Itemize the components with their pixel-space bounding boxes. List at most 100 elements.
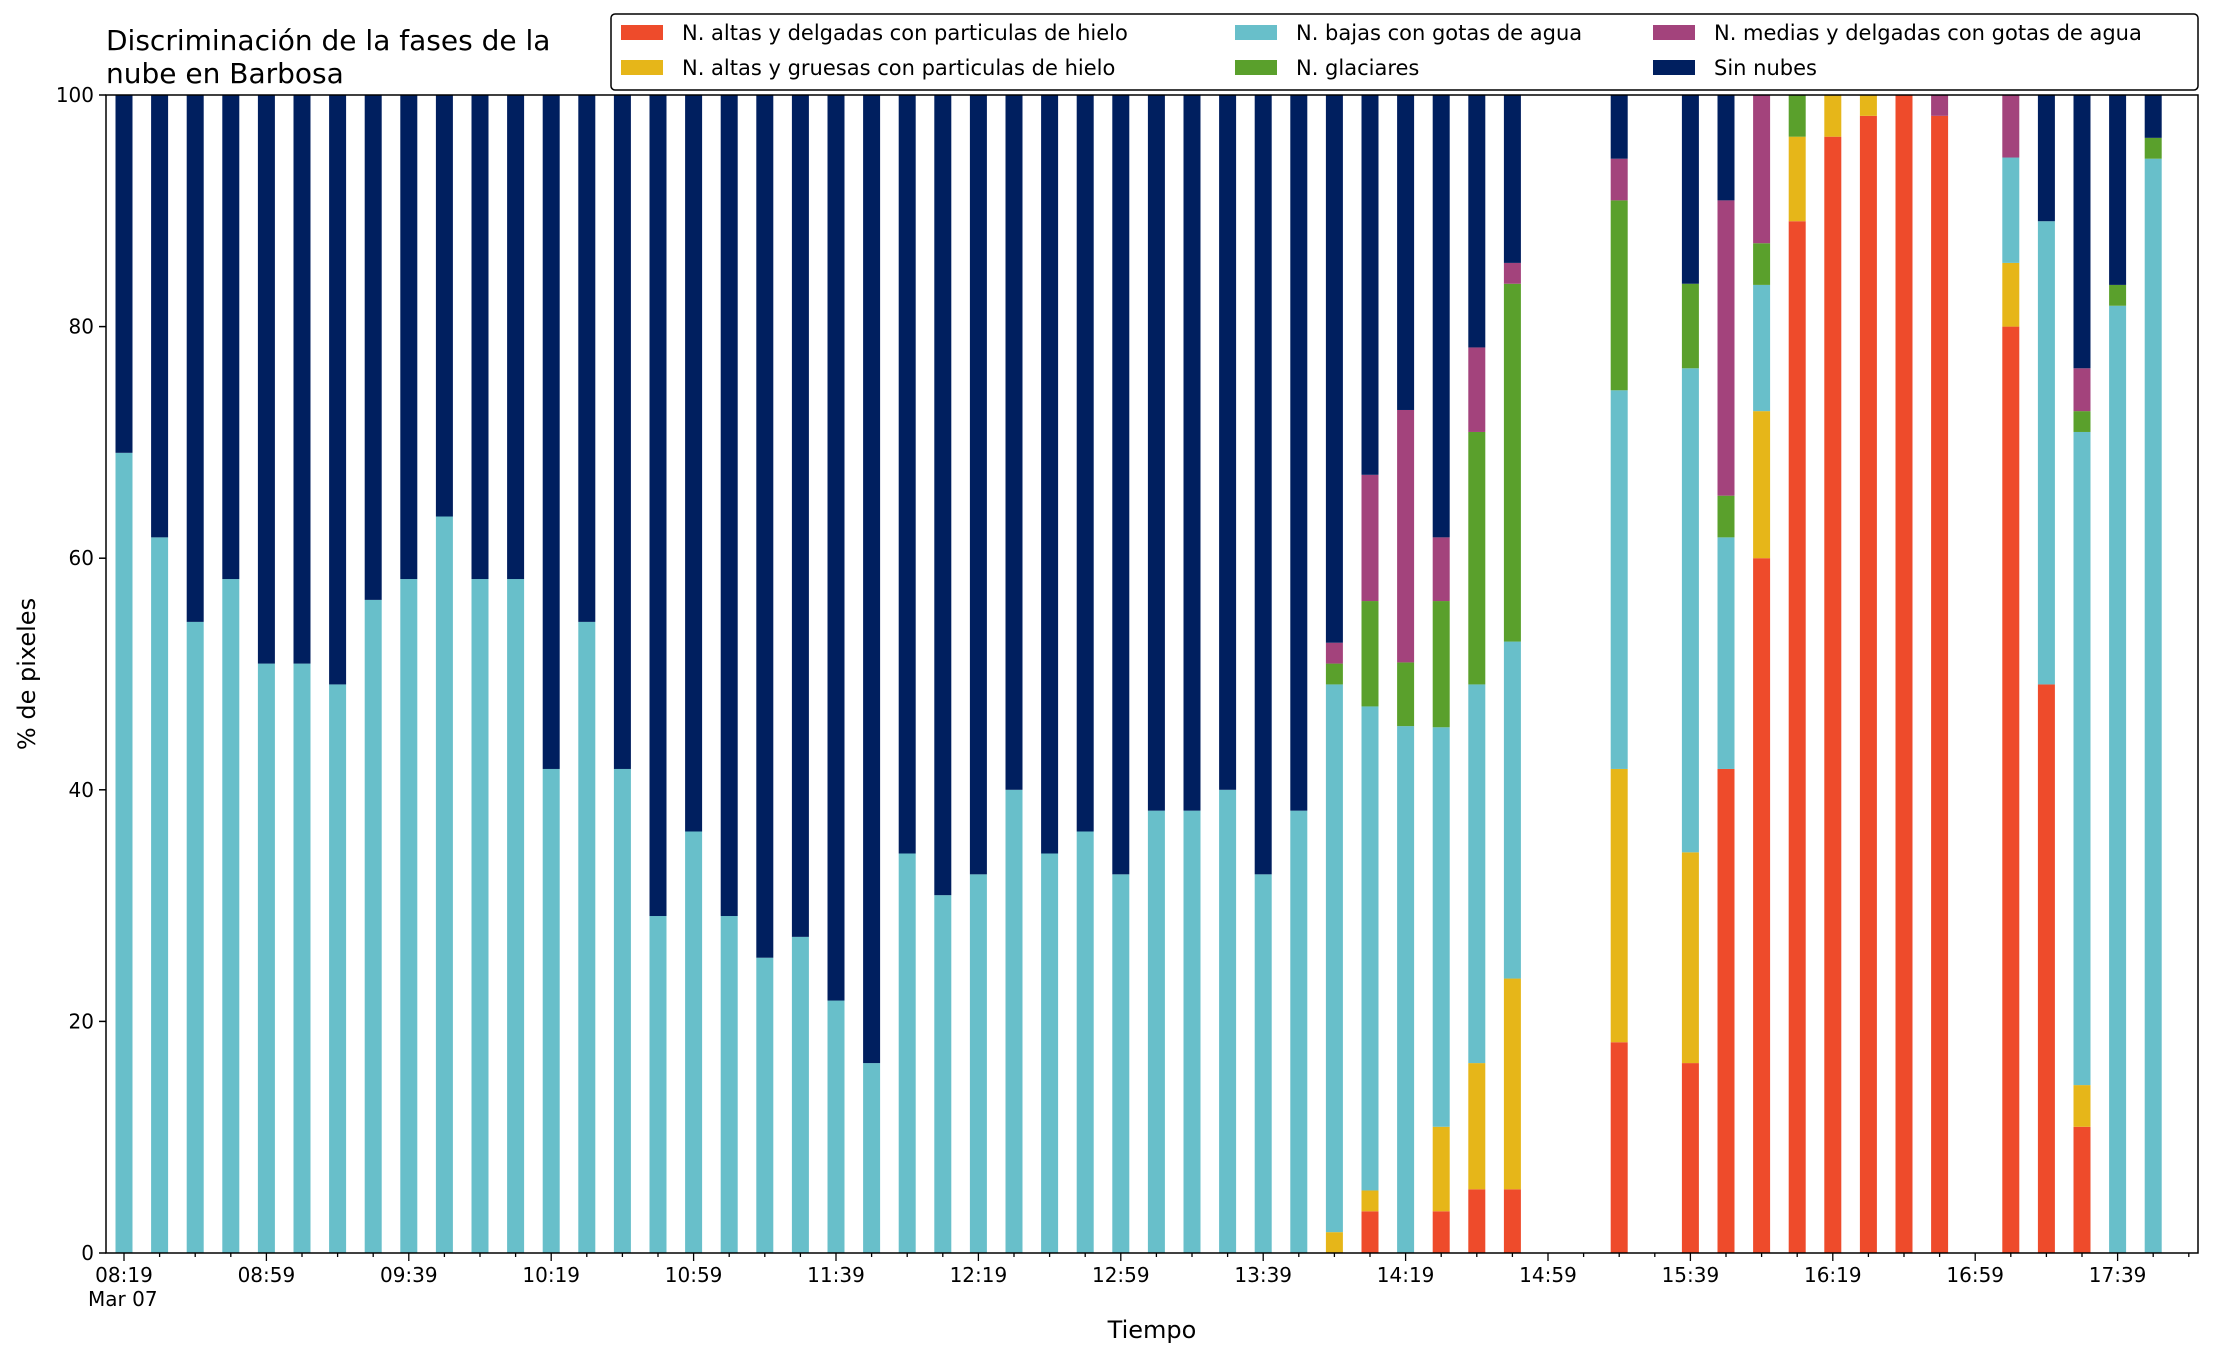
bar-segment-thin-ice	[1503, 1189, 1521, 1253]
bar-segment-low-water	[756, 957, 774, 1253]
bar-segment-clear	[1290, 95, 1308, 811]
bar-segment-low-water	[1290, 810, 1308, 1253]
chart-title-line-2: nube en Barbosa	[106, 57, 344, 90]
bar-segment-clear	[115, 95, 133, 453]
bar-segment-low-water	[435, 516, 453, 1253]
bar-segment-low-water	[1397, 726, 1415, 1253]
bar-segment-low-water	[827, 1000, 845, 1253]
legend-swatch-mid-water	[1653, 25, 1695, 40]
x-tick-label: 14:59	[1519, 1263, 1577, 1287]
y-tick-label: 0	[81, 1241, 94, 1265]
bar-segment-low-water	[507, 579, 525, 1253]
x-tick-label: 12:19	[950, 1263, 1008, 1287]
bar-segment-glacier	[2109, 284, 2127, 306]
bar-segment-thin-ice	[1788, 221, 1806, 1254]
bar-segment-clear	[2144, 95, 2162, 138]
bar-segment-clear	[934, 95, 952, 896]
legend-label-thick-ice: N. altas y gruesas con particulas de hie…	[682, 56, 1115, 80]
bar-segment-low-water	[364, 599, 382, 1253]
chart-title: Discriminación de la fases de la nube en…	[106, 24, 550, 90]
bar-segment-clear	[827, 95, 845, 1001]
bar-segment-clear	[898, 95, 916, 854]
bar-segment-clear	[400, 95, 418, 580]
bar-segment-thin-ice	[1361, 1211, 1379, 1253]
bar-segment-mid-water	[1397, 409, 1415, 663]
bar-segment-glacier	[1681, 283, 1699, 369]
bar-segment-low-water	[222, 579, 240, 1253]
x-tick-label: 15:39	[1662, 1263, 1720, 1287]
x-tick-label: 08:59	[238, 1263, 296, 1287]
bar-segment-low-water	[685, 831, 703, 1253]
bar-segment-low-water	[1503, 641, 1521, 979]
bar-segment-glacier	[1753, 243, 1771, 285]
x-tick-label: 09:39	[380, 1263, 438, 1287]
bar-segment-clear	[2109, 95, 2127, 285]
bar-segment-thick-ice	[2073, 1085, 2091, 1127]
y-tick-label: 80	[69, 315, 94, 339]
legend-swatch-thin-ice	[621, 25, 663, 40]
bar-segment-clear	[471, 95, 489, 580]
bar-segment-clear	[1361, 95, 1379, 475]
y-tick-label: 20	[69, 1009, 94, 1033]
x-tick-label: 17:39	[2089, 1263, 2147, 1287]
bar-segment-low-water	[1219, 789, 1237, 1253]
legend-swatch-low-water	[1235, 25, 1277, 40]
bar-segment-low-water	[2144, 158, 2162, 1254]
bar-segment-thin-ice	[1432, 1211, 1450, 1253]
bar-segment-clear	[685, 95, 703, 832]
y-axis-label: % de pixeles	[13, 598, 41, 750]
bar-segment-glacier	[1325, 663, 1343, 685]
bar-segment-clear	[649, 95, 667, 917]
bar-segment-low-water	[934, 895, 952, 1253]
bar-segment-low-water	[1610, 390, 1628, 769]
bar-segment-thin-ice	[2002, 326, 2020, 1254]
x-tick-label: 12:59	[1092, 1263, 1150, 1287]
bar-segment-clear	[293, 95, 311, 664]
legend-swatch-thick-ice	[621, 60, 663, 75]
bar-segment-thick-ice	[1753, 411, 1771, 559]
bar-segment-low-water	[151, 537, 169, 1253]
x-tick-label: 14:19	[1377, 1263, 1435, 1287]
bar-segment-low-water	[649, 916, 667, 1253]
x-tick-label: 10:59	[665, 1263, 723, 1287]
bar-segment-clear	[1503, 95, 1521, 263]
bar-segment-thin-ice	[1681, 1063, 1699, 1253]
bar-segment-clear	[1254, 95, 1272, 875]
x-tick-label: 13:39	[1234, 1263, 1292, 1287]
bar-segment-clear	[1610, 95, 1628, 159]
bar-segment-clear	[1468, 95, 1486, 348]
bar-segment-thin-ice	[1859, 115, 1877, 1254]
chart-title-line-1: Discriminación de la fases de la	[106, 24, 550, 57]
bar-segment-low-water	[186, 621, 204, 1253]
legend-label-thin-ice: N. altas y delgadas con particulas de hi…	[682, 21, 1128, 45]
bar-segment-low-water	[613, 768, 631, 1253]
bar-segment-clear	[1432, 95, 1450, 538]
legend-swatch-clear	[1653, 60, 1695, 75]
bar-segment-mid-water	[1717, 200, 1735, 496]
bar-segment-thin-ice	[1895, 95, 1913, 1253]
bar-segment-clear	[1397, 95, 1415, 410]
bar-segment-clear	[1219, 95, 1237, 790]
bar-segment-clear	[863, 95, 881, 1064]
bar-segment-low-water	[329, 684, 347, 1253]
bar-segment-low-water	[1041, 853, 1059, 1253]
bar-segment-clear	[2037, 95, 2055, 222]
bar-segment-thick-ice	[1468, 1063, 1486, 1190]
bar-segment-low-water	[400, 579, 418, 1253]
bar-segment-low-water	[1361, 706, 1379, 1191]
bar-segment-glacier	[1717, 495, 1735, 538]
x-tick-label: 16:59	[1946, 1263, 2004, 1287]
bar-segment-clear	[1005, 95, 1023, 790]
bar-segment-glacier	[1610, 200, 1628, 391]
bar-segment-thick-ice	[1503, 978, 1521, 1190]
x-tick-label: 08:19	[95, 1263, 153, 1287]
bar-segment-low-water	[542, 768, 560, 1253]
legend-label-low-water: N. bajas con gotas de agua	[1296, 21, 1582, 45]
bar-segment-glacier	[1361, 601, 1379, 707]
bar-segment-mid-water	[1432, 537, 1450, 602]
bar-segment-mid-water	[2002, 95, 2020, 158]
bar-segment-low-water	[1468, 684, 1486, 1064]
bar-segment-thin-ice	[2073, 1126, 2091, 1253]
bar-segment-clear	[1147, 95, 1165, 811]
